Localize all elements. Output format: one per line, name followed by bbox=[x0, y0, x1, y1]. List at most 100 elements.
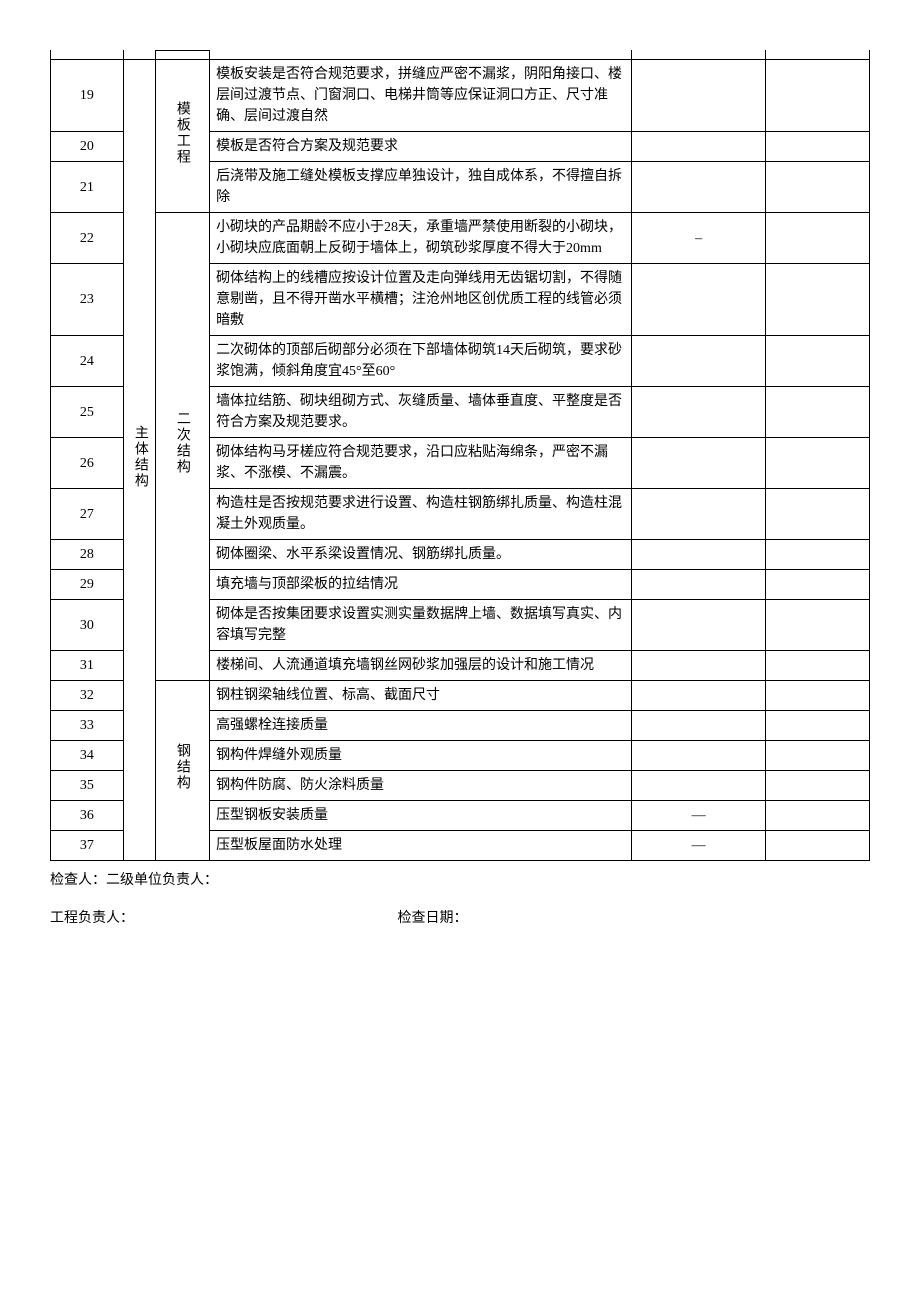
result-cell-2 bbox=[766, 831, 870, 861]
content-cell: 砌体是否按集团要求设置实测实量数据牌上墙、数据填写真实、内容填写完整 bbox=[210, 600, 632, 651]
seq-cell: 27 bbox=[51, 489, 124, 540]
seq-cell: 21 bbox=[51, 162, 124, 213]
result-cell-2 bbox=[766, 771, 870, 801]
stub-cell bbox=[766, 51, 870, 60]
category-sub-cell: 模板工程 bbox=[155, 60, 209, 213]
seq-cell: 36 bbox=[51, 801, 124, 831]
seq-cell: 33 bbox=[51, 711, 124, 741]
seq-cell: 20 bbox=[51, 132, 124, 162]
result-cell-2 bbox=[766, 132, 870, 162]
seq-cell: 32 bbox=[51, 681, 124, 711]
seq-cell: 28 bbox=[51, 540, 124, 570]
content-cell: 砌体结构马牙槎应符合规范要求，沿口应粘贴海绵条，严密不漏浆、不涨模、不漏震。 bbox=[210, 438, 632, 489]
seq-cell: 22 bbox=[51, 213, 124, 264]
seq-cell: 35 bbox=[51, 771, 124, 801]
result-cell-1 bbox=[631, 570, 765, 600]
result-cell-1 bbox=[631, 336, 765, 387]
stub-cell bbox=[155, 51, 209, 60]
content-cell: 构造柱是否按规范要求进行设置、构造柱钢筋绑扎质量、构造柱混凝土外观质量。 bbox=[210, 489, 632, 540]
seq-cell: 24 bbox=[51, 336, 124, 387]
result-cell-2 bbox=[766, 60, 870, 132]
footer-signature-line: 工程负责人： 检查日期： bbox=[50, 907, 870, 927]
result-cell-1 bbox=[631, 540, 765, 570]
content-cell: 压型板屋面防水处理 bbox=[210, 831, 632, 861]
result-cell-1 bbox=[631, 741, 765, 771]
category-main-cell: 主体结构 bbox=[123, 60, 155, 861]
footer-inspector-line: 检查人：二级单位负责人： bbox=[50, 869, 870, 889]
result-cell-1 bbox=[631, 600, 765, 651]
result-cell-2 bbox=[766, 600, 870, 651]
result-cell-1 bbox=[631, 132, 765, 162]
content-cell: 二次砌体的顶部后砌部分必须在下部墙体砌筑14天后砌筑，要求砂浆饱满，倾斜角度宜4… bbox=[210, 336, 632, 387]
result-cell-1 bbox=[631, 489, 765, 540]
page-container: 19 主体结构 模板工程模板安装是否符合规范要求，拼缝应严密不漏浆，阴阳角接口、楼层… bbox=[50, 50, 870, 927]
result-cell-1: — bbox=[631, 801, 765, 831]
content-cell: 钢构件防腐、防火涂料质量 bbox=[210, 771, 632, 801]
result-cell-1 bbox=[631, 264, 765, 336]
table-row: 22二次结构小砌块的产品期龄不应小于28天，承重墙严禁使用断裂的小砌块，小砌块应… bbox=[51, 213, 870, 264]
result-cell-2 bbox=[766, 801, 870, 831]
result-cell-2 bbox=[766, 570, 870, 600]
result-cell-2 bbox=[766, 336, 870, 387]
seq-cell: 34 bbox=[51, 741, 124, 771]
result-cell-2 bbox=[766, 489, 870, 540]
content-cell: 砌体结构上的线槽应按设计位置及走向弹线用无齿锯切割，不得随意剔凿，且不得开凿水平… bbox=[210, 264, 632, 336]
category-sub-label: 二次结构 bbox=[172, 411, 193, 475]
content-cell: 模板安装是否符合规范要求，拼缝应严密不漏浆，阴阳角接口、楼层间过渡节点、门窗洞口… bbox=[210, 60, 632, 132]
seq-cell: 26 bbox=[51, 438, 124, 489]
content-cell: 砌体圈梁、水平系梁设置情况、钢筋绑扎质量。 bbox=[210, 540, 632, 570]
result-cell-1 bbox=[631, 438, 765, 489]
content-cell: 填充墙与顶部梁板的拉结情况 bbox=[210, 570, 632, 600]
stub-cell bbox=[51, 51, 124, 60]
seq-cell: 25 bbox=[51, 387, 124, 438]
stub-cell bbox=[123, 51, 155, 60]
result-cell-1 bbox=[631, 771, 765, 801]
result-cell-2 bbox=[766, 387, 870, 438]
seq-cell: 31 bbox=[51, 651, 124, 681]
seq-cell: 23 bbox=[51, 264, 124, 336]
content-cell: 楼梯间、人流通道填充墙钢丝网砂浆加强层的设计和施工情况 bbox=[210, 651, 632, 681]
category-sub-label: 模板工程 bbox=[172, 101, 193, 165]
category-main-label: 主体结构 bbox=[130, 425, 151, 489]
category-sub-cell: 钢结构 bbox=[155, 681, 209, 861]
result-cell-1 bbox=[631, 60, 765, 132]
inspection-table: 19 主体结构 模板工程模板安装是否符合规范要求，拼缝应严密不漏浆，阴阳角接口、楼层… bbox=[50, 50, 870, 861]
table-row: 19主体结构模板工程模板安装是否符合规范要求，拼缝应严密不漏浆，阴阳角接口、楼层… bbox=[51, 60, 870, 132]
result-cell-1 bbox=[631, 162, 765, 213]
content-cell: 钢柱钢梁轴线位置、标高、截面尺寸 bbox=[210, 681, 632, 711]
result-cell-2 bbox=[766, 540, 870, 570]
stub-cell bbox=[631, 51, 765, 60]
result-cell-2 bbox=[766, 162, 870, 213]
result-cell-2 bbox=[766, 651, 870, 681]
content-cell: 压型钢板安装质量 bbox=[210, 801, 632, 831]
result-cell-2 bbox=[766, 741, 870, 771]
result-cell-1: — bbox=[631, 831, 765, 861]
seq-cell: 19 bbox=[51, 60, 124, 132]
content-cell: 钢构件焊缝外观质量 bbox=[210, 741, 632, 771]
category-sub-label: 钢结构 bbox=[172, 743, 193, 791]
inspection-date-label: 检查日期： bbox=[398, 907, 468, 927]
result-cell-2 bbox=[766, 264, 870, 336]
result-cell-2 bbox=[766, 711, 870, 741]
category-sub-cell: 二次结构 bbox=[155, 213, 209, 681]
result-cell-2 bbox=[766, 438, 870, 489]
result-cell-2 bbox=[766, 213, 870, 264]
stub-row bbox=[51, 51, 870, 60]
result-cell-1 bbox=[631, 681, 765, 711]
table-row: 32钢结构钢柱钢梁轴线位置、标高、截面尺寸 bbox=[51, 681, 870, 711]
result-cell-1 bbox=[631, 651, 765, 681]
seq-cell: 30 bbox=[51, 600, 124, 651]
content-cell: 模板是否符合方案及规范要求 bbox=[210, 132, 632, 162]
seq-cell: 29 bbox=[51, 570, 124, 600]
result-cell-1 bbox=[631, 711, 765, 741]
result-cell-1: – bbox=[631, 213, 765, 264]
content-cell: 小砌块的产品期龄不应小于28天，承重墙严禁使用断裂的小砌块，小砌块应底面朝上反砌… bbox=[210, 213, 632, 264]
project-manager-label: 工程负责人： bbox=[50, 907, 134, 927]
content-cell: 高强螺栓连接质量 bbox=[210, 711, 632, 741]
result-cell-2 bbox=[766, 681, 870, 711]
content-cell: 墙体拉结筋、砌块组砌方式、灰缝质量、墙体垂直度、平整度是否符合方案及规范要求。 bbox=[210, 387, 632, 438]
content-cell: 后浇带及施工缝处模板支撑应单独设计，独自成体系，不得擅自拆除 bbox=[210, 162, 632, 213]
result-cell-1 bbox=[631, 387, 765, 438]
stub-cell bbox=[210, 51, 632, 60]
seq-cell: 37 bbox=[51, 831, 124, 861]
